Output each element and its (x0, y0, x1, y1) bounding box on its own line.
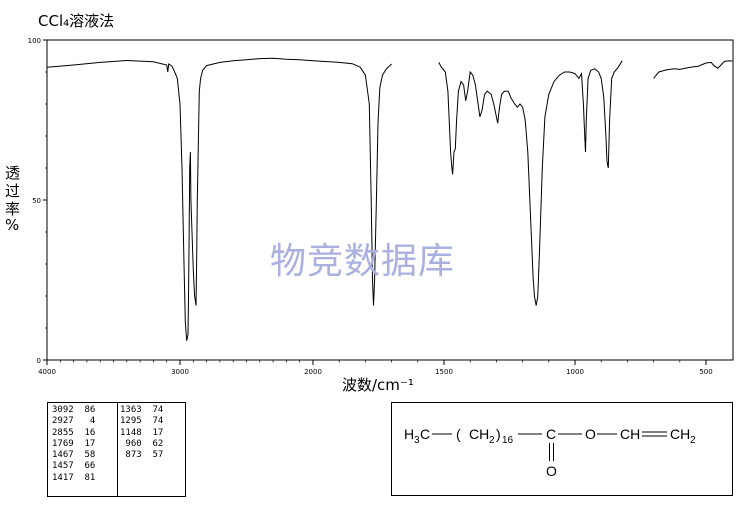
formula-sub16: 16 (502, 435, 514, 446)
peak-table-divider (117, 403, 118, 496)
peak-row: 3092 86 (52, 405, 96, 415)
spectrum-segment (653, 60, 733, 79)
y-axis-label-4: % (5, 216, 20, 234)
peak-row: 1457 66 (52, 461, 96, 472)
y-tick-label: 100 (28, 37, 41, 45)
chart-title: CCl₄溶液法 (38, 12, 115, 30)
plot-border (46, 39, 734, 361)
formula-lparen: ( (456, 426, 461, 442)
formula-carbonyl-c: C (546, 426, 556, 442)
axis-ticks (43, 39, 707, 365)
structure-formula: H 3 C ( CH 2 ) 16 C O CH CH 2 O (404, 426, 696, 479)
y-axis-label-2: 过 (5, 182, 21, 200)
x-tick-label: 500 (699, 368, 712, 376)
watermark: 物竞数据库 (270, 241, 456, 282)
peak-row: 2927 4 (52, 416, 96, 427)
x-tick-label: 2000 (304, 368, 322, 376)
x-tick-label: 4000 (38, 368, 56, 376)
structure-formula-box: H 3 C ( CH 2 ) 16 C O CH CH 2 O (391, 402, 733, 496)
peak-row: 1148 17 (120, 427, 164, 438)
formula-h: H (404, 426, 414, 442)
spectrum-segment (438, 60, 623, 306)
spectrum-line (46, 57, 733, 341)
peak-row: 1769 17 (52, 438, 96, 449)
formula-sub3: 3 (414, 435, 420, 446)
formula-vinyl-sub2: 2 (690, 435, 696, 446)
peak-row: 960 62 (120, 438, 164, 449)
x-tick-label: 1500 (435, 368, 453, 376)
formula-c: C (420, 426, 430, 442)
formula-ch2: CH (469, 426, 489, 442)
peak-row: 1467 58 (52, 450, 96, 461)
y-tick-label: 50 (32, 197, 41, 205)
peak-row: 1363 74 (120, 405, 164, 415)
peak-row: 873 57 (120, 450, 164, 461)
y-tick-label: 0 (37, 357, 41, 365)
tick-labels: 4000 3000 2000 1500 1000 500 0 50 100 (28, 37, 713, 376)
ir-spectrum-chart: 4000 3000 2000 1500 1000 500 0 50 100 (28, 37, 734, 376)
y-axis-label-3: 率 (5, 200, 21, 218)
formula-vinyl-ch2: CH (670, 426, 690, 442)
spectrum-segment (46, 57, 392, 341)
plot-frame (46, 39, 734, 361)
formula-vinyl-ch: CH (620, 426, 640, 442)
x-axis-label: 波数/cm⁻¹ (342, 376, 414, 394)
formula-rparen: ) (496, 426, 501, 442)
x-tick-label: 3000 (171, 368, 189, 376)
formula-carbonyl-o: O (546, 463, 557, 479)
peak-row: 1417 81 (52, 472, 96, 483)
x-tick-label: 1000 (566, 368, 584, 376)
peak-row: 1295 74 (120, 416, 164, 427)
peak-table-right-column: 1363 74 1295 74 1148 17 960 62 873 57 (120, 405, 184, 461)
y-axis-label-1: 透 (5, 164, 21, 182)
peak-table: 3092 86 2927 4 2855 16 1769 17 1467 58 1457 6… (47, 402, 186, 497)
formula-sub2: 2 (489, 435, 495, 446)
formula-ester-o: O (585, 426, 596, 442)
peak-row: 2855 16 (52, 427, 96, 438)
peak-table-left-column: 3092 86 2927 4 2855 16 1769 17 1467 58 1457 6… (52, 405, 116, 484)
